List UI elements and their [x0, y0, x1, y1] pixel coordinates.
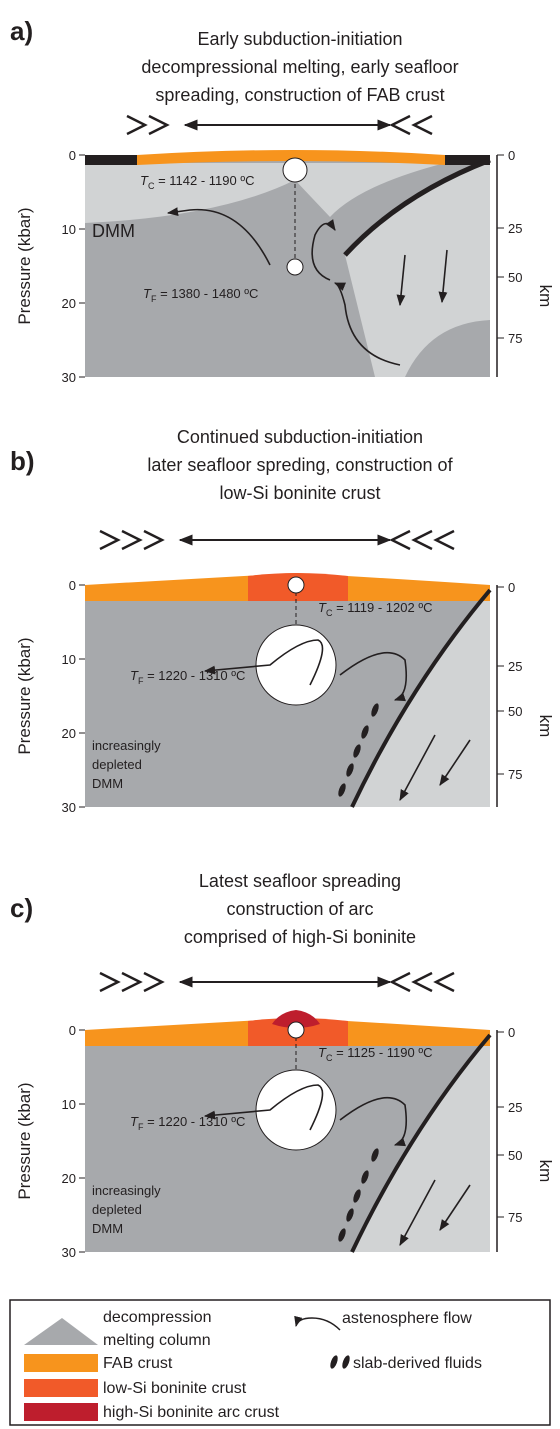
right-tick-label: 75: [508, 331, 522, 346]
chevron: [127, 116, 145, 134]
annotation: increasingly: [92, 1183, 161, 1198]
legend-text: low-Si boninite crust: [103, 1380, 247, 1397]
panel-label: a): [10, 16, 33, 46]
y-axis-label: Pressure (kbar): [15, 1082, 34, 1199]
legend-text: high-Si boninite arc crust: [103, 1404, 280, 1421]
melt-start: [288, 577, 304, 593]
right-tick-label: 25: [508, 1100, 522, 1115]
left-tick-label: 20: [62, 1171, 76, 1186]
right-tick-label: 50: [508, 1148, 522, 1163]
right-tick-label: 25: [508, 659, 522, 674]
left-tick-label: 20: [62, 296, 76, 311]
left-tick-label: 10: [62, 652, 76, 667]
chevron: [414, 116, 432, 134]
right-tick-label: 50: [508, 270, 522, 285]
panel-title: comprised of high-Si boninite: [184, 927, 416, 947]
left-tick-label: 20: [62, 726, 76, 741]
chevron: [436, 973, 454, 991]
chevron: [392, 973, 410, 991]
annotation: DMM: [92, 221, 135, 241]
chevron: [392, 116, 410, 134]
panel-title: Continued subduction-initiation: [177, 427, 423, 447]
right-axis-label: km: [536, 285, 555, 308]
figure: a) Early subduction-initiation decompressi…: [0, 0, 560, 1429]
panel-title: low-Si boninite crust: [219, 483, 380, 503]
chevron: [100, 531, 118, 549]
right-tick-label: 50: [508, 704, 522, 719]
left-tick-label: 30: [62, 1245, 76, 1260]
chevron: [144, 973, 162, 991]
annotation: depleted: [92, 757, 142, 772]
legend-text: FAB crust: [103, 1355, 173, 1372]
value: = 1125 - 1190 ºC: [332, 1045, 432, 1060]
legend-text: decompression: [103, 1309, 212, 1326]
legend-swatch: [24, 1403, 98, 1421]
right-axis-label: km: [536, 715, 555, 738]
panel-title: Latest seafloor spreading: [199, 871, 401, 891]
annotation: increasingly: [92, 738, 161, 753]
chevron: [414, 973, 432, 991]
panel-label: c): [10, 893, 33, 923]
chevron: [122, 973, 140, 991]
melt-end: [287, 259, 303, 275]
legend-text: astenosphere flow: [342, 1310, 472, 1327]
melt-start: [283, 158, 307, 182]
left-tick-label: 0: [69, 578, 76, 593]
left-tick-label: 0: [69, 148, 76, 163]
legend-text: slab-derived fluids: [353, 1355, 482, 1372]
left-tick-label: 30: [62, 370, 76, 385]
chevron: [100, 973, 118, 991]
left-tick-label: 30: [62, 800, 76, 815]
panel-title: construction of arc: [226, 899, 373, 919]
right-tick-label: 75: [508, 1210, 522, 1225]
chevron: [149, 116, 167, 134]
chevron: [392, 531, 410, 549]
y-axis-label: Pressure (kbar): [15, 207, 34, 324]
right-tick-label: 75: [508, 767, 522, 782]
old-crust: [85, 155, 137, 165]
annotation: depleted: [92, 1202, 142, 1217]
value: = 1380 - 1480 ºC: [156, 286, 258, 301]
chevron: [436, 531, 454, 549]
value: = 1220 - 1310 ºC: [143, 668, 245, 683]
legend-swatch: [24, 1379, 98, 1397]
melt-start: [288, 1022, 304, 1038]
right-tick-label: 0: [508, 580, 515, 595]
left-tick-label: 10: [62, 222, 76, 237]
value: = 1142 - 1190 ºC: [154, 173, 254, 188]
panel-title: later seafloor spreding, construction of: [147, 455, 453, 475]
legend-text: melting column: [103, 1332, 211, 1349]
panel-title: decompressional melting, early seafloor: [141, 57, 458, 77]
right-tick-label: 0: [508, 148, 515, 163]
chevron: [122, 531, 140, 549]
right-tick-label: 25: [508, 221, 522, 236]
y-axis-label: Pressure (kbar): [15, 637, 34, 754]
annotation: DMM: [92, 1221, 123, 1236]
panel-label: b): [10, 446, 35, 476]
right-tick-label: 0: [508, 1025, 515, 1040]
chevron: [414, 531, 432, 549]
annotation: DMM: [92, 776, 123, 791]
value: = 1119 - 1202 ºC: [332, 600, 432, 615]
chevron: [144, 531, 162, 549]
legend-swatch: [24, 1354, 98, 1372]
value: = 1220 - 1310 ºC: [143, 1114, 245, 1129]
right-axis-label: km: [536, 1160, 555, 1183]
left-tick-label: 0: [69, 1023, 76, 1038]
panel-title: spreading, construction of FAB crust: [155, 85, 444, 105]
panel-title: Early subduction-initiation: [197, 29, 402, 49]
left-tick-label: 10: [62, 1097, 76, 1112]
